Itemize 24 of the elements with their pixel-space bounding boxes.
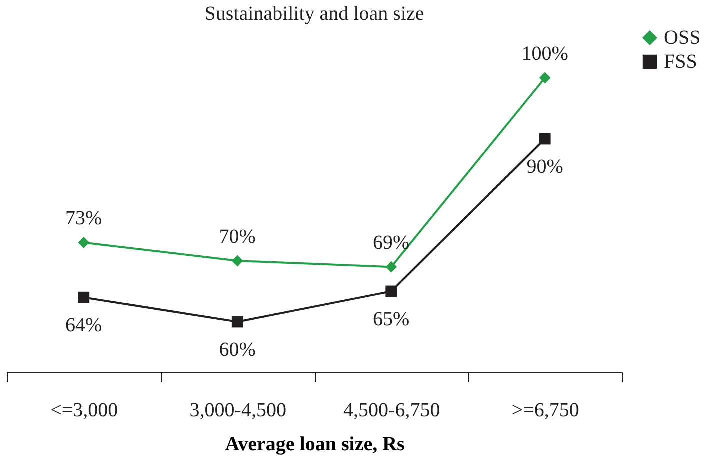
point bbox=[386, 286, 398, 298]
data-label: 70% bbox=[219, 226, 256, 248]
data-label: 60% bbox=[219, 339, 256, 361]
x-tick-label: >=6,750 bbox=[512, 400, 580, 422]
point bbox=[539, 133, 551, 145]
x-tick-label: <=3,000 bbox=[50, 400, 118, 422]
legend-label: FSS bbox=[664, 51, 698, 73]
data-label: 69% bbox=[373, 232, 410, 254]
chart-title: Sustainability and loan size bbox=[204, 3, 424, 25]
legend-label: OSS bbox=[664, 27, 701, 49]
data-label: 64% bbox=[66, 314, 102, 337]
point bbox=[386, 261, 398, 273]
point bbox=[232, 316, 244, 328]
data-label: 90% bbox=[526, 156, 564, 178]
x-axis-title: Average loan size, Rs bbox=[225, 434, 406, 456]
point bbox=[78, 292, 90, 304]
point bbox=[232, 255, 244, 267]
x-tick-label: 3,000-4,500 bbox=[190, 400, 286, 422]
x-tick-label: 4,500-6,750 bbox=[344, 400, 440, 422]
point bbox=[78, 237, 90, 248]
data-label: 100% bbox=[522, 43, 568, 65]
data-label: 73% bbox=[66, 208, 102, 230]
point bbox=[539, 72, 551, 84]
data-label: 65% bbox=[373, 308, 410, 330]
